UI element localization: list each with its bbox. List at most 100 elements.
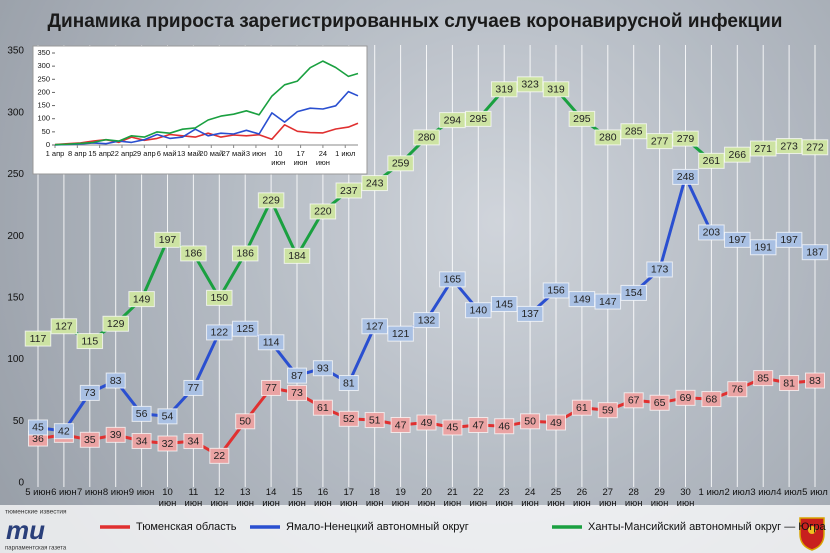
value-label: 46 <box>498 421 510 433</box>
value-label: 35 <box>84 434 96 446</box>
y-tick-label: 50 <box>42 127 50 136</box>
value-label-box <box>468 416 489 433</box>
x-tick-label: 3 июл <box>750 487 777 498</box>
x-tick-label: 13 июн <box>236 487 255 509</box>
value-label: 197 <box>729 234 747 246</box>
value-label-box <box>309 203 337 220</box>
value-label: 42 <box>58 425 70 437</box>
value-label: 145 <box>495 298 513 310</box>
value-label: 149 <box>133 293 151 305</box>
y-tick-label: 300 <box>37 61 50 70</box>
value-label: 197 <box>159 234 177 246</box>
value-label: 115 <box>81 335 98 347</box>
legend-band <box>0 505 830 553</box>
logo-top: тюменские известия <box>5 509 67 516</box>
value-label: 266 <box>729 149 747 161</box>
value-label-box <box>649 394 670 411</box>
value-label: 59 <box>602 404 614 416</box>
value-label: 127 <box>366 321 384 333</box>
x-tick-label: 6 июн <box>51 487 77 498</box>
value-label-box <box>338 375 359 392</box>
value-label: 77 <box>265 382 277 394</box>
value-label-box <box>157 435 178 452</box>
y-tick-label: 150 <box>7 292 24 303</box>
value-label-box <box>646 261 673 278</box>
value-label-box <box>287 384 307 401</box>
x-tick-label: 13 май <box>176 149 201 158</box>
value-label: 81 <box>343 377 355 389</box>
value-label-box <box>79 431 100 448</box>
x-tick-label: 21 июн <box>443 487 462 509</box>
series-line <box>54 90 359 146</box>
x-tick-label: 1 апр <box>45 149 65 158</box>
value-label: 156 <box>547 285 565 297</box>
value-label-box <box>542 81 570 98</box>
chart-title: Динамика прироста зарегистрированных слу… <box>48 11 783 32</box>
value-label: 197 <box>780 234 798 246</box>
x-tick-label: 10 июн <box>158 487 177 509</box>
series-line <box>54 60 359 146</box>
value-label-box <box>416 414 437 431</box>
value-label: 69 <box>680 392 692 404</box>
value-label-box <box>597 402 618 419</box>
value-label: 76 <box>731 383 743 395</box>
value-label: 132 <box>418 314 436 326</box>
x-tick-label: 10 июн <box>271 149 286 167</box>
value-label: 73 <box>291 387 303 399</box>
value-label-box <box>439 271 466 288</box>
value-label-box <box>183 379 204 396</box>
value-label-box <box>801 244 829 261</box>
value-label: 129 <box>107 318 125 330</box>
value-label: 54 <box>162 411 174 423</box>
y-tick-label: 350 <box>37 48 50 57</box>
value-label-box <box>102 315 129 332</box>
value-label-box <box>154 231 181 248</box>
value-label-box <box>235 413 256 430</box>
value-label: 323 <box>521 79 539 91</box>
value-label-box <box>338 410 359 427</box>
value-label: 259 <box>392 158 410 170</box>
value-label-box <box>28 419 48 436</box>
value-label: 121 <box>392 328 410 340</box>
y-tick-label: 200 <box>37 87 50 96</box>
value-label: 229 <box>262 195 280 207</box>
x-tick-label: 29 июн <box>650 487 669 509</box>
value-label: 49 <box>421 417 433 429</box>
value-label: 173 <box>651 264 669 276</box>
value-label-box <box>675 389 696 406</box>
y-tick-label: 0 <box>18 478 24 489</box>
value-label-box <box>387 325 414 342</box>
x-tick-label: 29 апр <box>132 149 156 158</box>
value-label-box <box>128 291 155 308</box>
value-label: 154 <box>625 287 643 299</box>
value-label: 49 <box>550 417 562 429</box>
y-tick-label: 100 <box>7 354 24 365</box>
value-label-box <box>620 123 647 140</box>
value-label: 319 <box>495 84 513 96</box>
value-label-box <box>287 367 307 384</box>
value-label: 279 <box>677 133 695 145</box>
value-label: 83 <box>110 375 122 387</box>
value-label: 285 <box>625 126 643 138</box>
x-tick-label: 20 май <box>199 149 224 158</box>
value-label-box <box>257 192 285 209</box>
value-label: 319 <box>547 84 565 96</box>
y-tick-label: 50 <box>13 416 25 427</box>
x-tick-label: 8 апр <box>67 149 87 158</box>
value-label: 45 <box>32 422 44 434</box>
x-tick-label: 14 июн <box>262 487 280 509</box>
value-label: 32 <box>162 438 174 450</box>
value-label: 127 <box>55 321 73 333</box>
value-label-box <box>105 372 126 389</box>
value-label-box <box>520 413 541 430</box>
value-label-box <box>79 384 100 401</box>
x-tick-label: 1 июл <box>698 487 725 498</box>
value-label-box <box>231 320 259 337</box>
value-label-box <box>779 375 800 392</box>
logo-mark: ти <box>6 515 45 545</box>
value-label-box <box>672 130 699 147</box>
x-tick-label: 5 июн <box>25 487 51 498</box>
x-tick-label: 5 июл <box>802 487 828 498</box>
emblem <box>799 517 825 551</box>
y-tick-label: 350 <box>7 46 24 57</box>
